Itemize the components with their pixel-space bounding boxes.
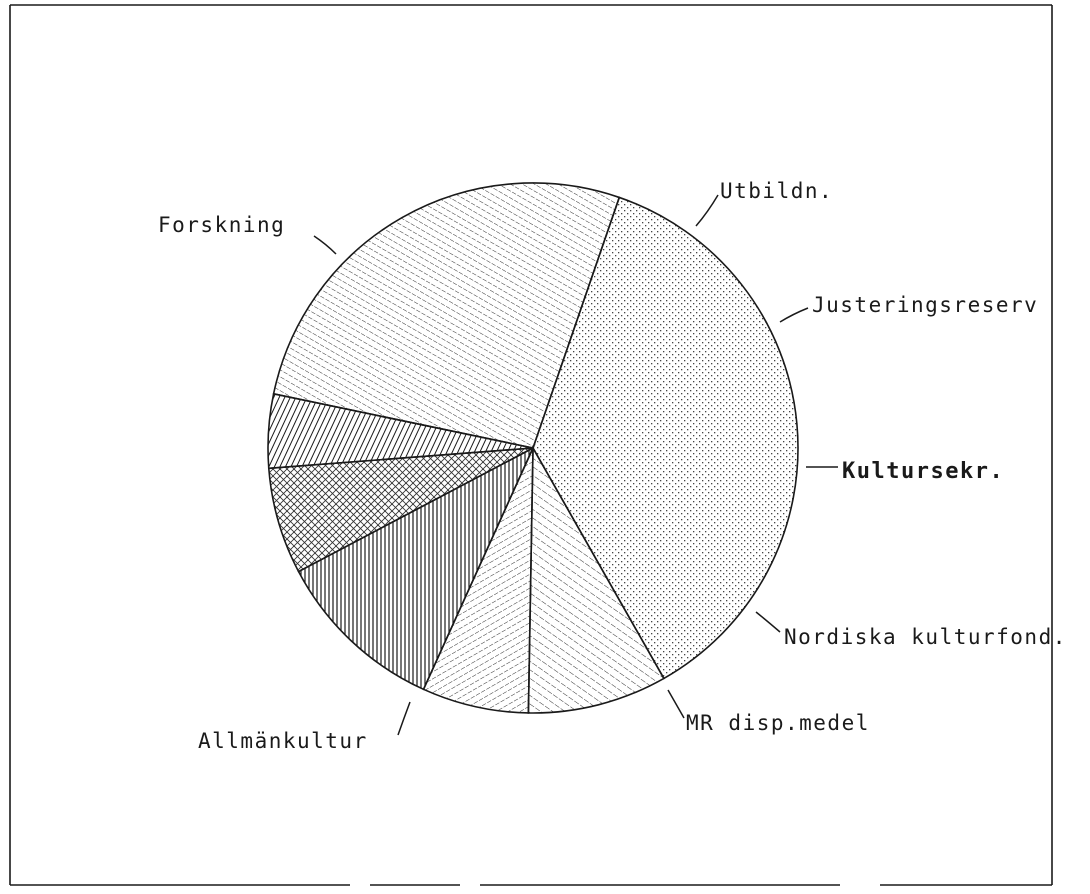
leader-allmankultur: [397, 701, 411, 736]
leader-nordiska-kulturfond: [755, 611, 781, 633]
slice-label-nordiska-kulturfond: Nordiska kulturfond.: [784, 625, 1067, 649]
pie-slice-kultursekr: [297, 446, 535, 691]
pie-slices: [267, 182, 799, 714]
slice-label-justeringsreserv: Justeringsreserv: [812, 293, 1038, 317]
slice-label-utbildn: Utbildn.: [720, 179, 833, 203]
leader-utbildn: [695, 194, 719, 227]
leader-justeringsreserv: [779, 307, 809, 323]
slice-label-mr-disp-medel: MR disp.medel: [686, 711, 870, 735]
pie-slice-forskning: [532, 196, 799, 680]
pie-slice-allm-nkultur: [272, 182, 621, 449]
label-leaders: [313, 194, 838, 736]
pie-slice-utbildn: [527, 445, 665, 714]
leader-mr-disp-medel: [667, 689, 685, 719]
slice-label-forskning: Forskning: [158, 213, 285, 237]
slice-label-kultursekr: Kultursekr.: [842, 459, 1004, 484]
slice-label-allmankultur: Allmänkultur: [198, 729, 368, 753]
leader-forskning: [313, 235, 337, 255]
